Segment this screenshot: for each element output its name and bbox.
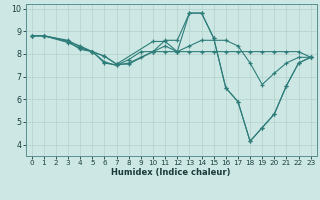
X-axis label: Humidex (Indice chaleur): Humidex (Indice chaleur) [111,168,231,177]
